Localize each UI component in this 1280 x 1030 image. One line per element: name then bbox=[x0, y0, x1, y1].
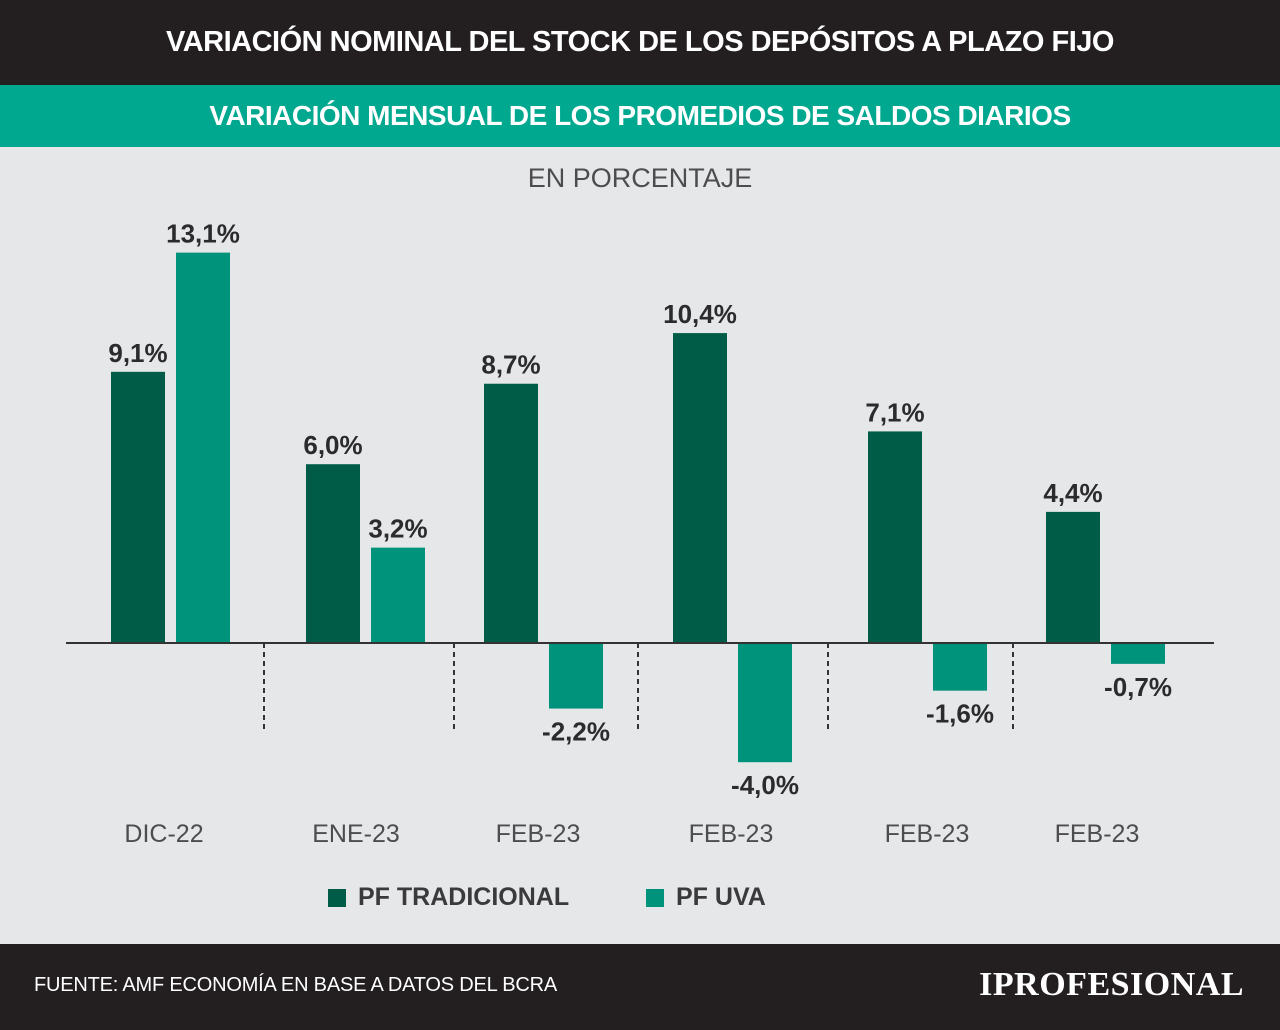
bar-tradicional-5 bbox=[1046, 511, 1100, 643]
chart-subtitle: VARIACIÓN MENSUAL DE LOS PROMEDIOS DE SA… bbox=[0, 85, 1280, 147]
bar-tradicional-2 bbox=[484, 383, 538, 643]
bar-uva-2 bbox=[549, 643, 603, 709]
legend-item-uva: PF UVA bbox=[646, 883, 766, 912]
category-label-3: FEB-23 bbox=[689, 820, 774, 848]
category-label-1: ENE-23 bbox=[312, 820, 400, 848]
data-label-tradicional-2: 8,7% bbox=[481, 350, 540, 380]
bar-uva-1 bbox=[371, 547, 425, 643]
data-label-uva-5: -0,7% bbox=[1104, 672, 1172, 702]
data-label-uva-4: -1,6% bbox=[926, 699, 994, 729]
unit-label: EN PORCENTAJE bbox=[527, 163, 753, 193]
data-label-tradicional-4: 7,1% bbox=[865, 397, 924, 427]
legend-item-tradicional: PF TRADICIONAL bbox=[328, 883, 569, 912]
data-label-uva-0: 13,1% bbox=[166, 219, 240, 249]
data-label-uva-2: -2,2% bbox=[542, 717, 610, 747]
data-label-tradicional-3: 10,4% bbox=[663, 299, 737, 329]
bar-uva-4 bbox=[933, 643, 987, 691]
category-label-2: FEB-23 bbox=[496, 820, 581, 848]
bar-uva-5 bbox=[1111, 643, 1165, 664]
bar-tradicional-3 bbox=[673, 333, 727, 643]
category-label-4: FEB-23 bbox=[885, 820, 970, 848]
category-label-0: DIC-22 bbox=[124, 820, 203, 848]
legend-swatch-tradicional bbox=[328, 888, 346, 907]
data-label-uva-3: -4,0% bbox=[731, 770, 799, 800]
source-note: FUENTE: AMF ECONOMÍA EN BASE A DATOS DEL… bbox=[34, 974, 557, 996]
data-label-tradicional-1: 6,0% bbox=[303, 430, 362, 460]
legend-label-uva: PF UVA bbox=[676, 883, 766, 911]
legend-label-tradicional: PF TRADICIONAL bbox=[358, 883, 570, 911]
legend-swatch-uva bbox=[646, 888, 664, 907]
bar-tradicional-0 bbox=[111, 371, 165, 643]
bar-tradicional-4 bbox=[868, 431, 922, 643]
bar-chart: 9,1% 6,0% 8,7% 10,4% 7,1% 4,4% 13,1% 3,2% -2,2% -… bbox=[66, 219, 1214, 848]
bar-tradicional-1 bbox=[306, 464, 360, 643]
brand-logo: IPROFESIONAL bbox=[979, 966, 1244, 1003]
footer: FUENTE: AMF ECONOMÍA EN BASE A DATOS DEL… bbox=[0, 944, 1280, 1030]
category-label-5: FEB-23 bbox=[1055, 820, 1140, 848]
data-label-tradicional-0: 9,1% bbox=[108, 338, 167, 368]
data-label-uva-1: 3,2% bbox=[368, 514, 427, 544]
bar-uva-3 bbox=[738, 643, 792, 763]
legend: PF TRADICIONAL PF UVA bbox=[0, 883, 1280, 917]
bar-uva-0 bbox=[176, 252, 230, 643]
chart-title: VARIACIÓN NOMINAL DEL STOCK DE LOS DEPÓS… bbox=[0, 0, 1280, 85]
data-label-tradicional-5: 4,4% bbox=[1043, 478, 1102, 508]
